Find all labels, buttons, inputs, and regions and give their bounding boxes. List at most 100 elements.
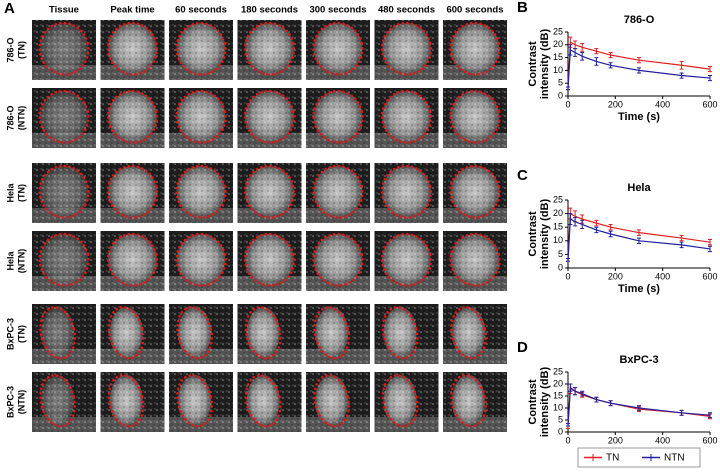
y-tick-label: 20 — [553, 208, 563, 218]
y-tick-label: 5 — [558, 78, 563, 88]
roi-outline — [39, 306, 77, 360]
x-tick-label: 400 — [655, 435, 670, 445]
error-bar — [608, 62, 613, 69]
speckle — [237, 88, 302, 148]
speckle — [374, 372, 439, 432]
x-tick-label: 200 — [608, 271, 623, 281]
speckle — [100, 372, 165, 432]
speckle — [32, 231, 96, 291]
error-bar — [580, 219, 585, 230]
roi-outline — [175, 232, 227, 287]
row-label: (TN) — [16, 41, 26, 59]
roi-outline — [313, 306, 351, 360]
roi-outline — [175, 164, 227, 219]
ultrasound-image — [237, 231, 302, 291]
error-bar — [580, 390, 585, 397]
speckle — [237, 163, 302, 223]
error-bar — [708, 245, 712, 253]
roi-outline — [107, 306, 145, 360]
ultrasound-image — [237, 372, 302, 432]
roi-outline — [106, 89, 159, 144]
ultrasound-image — [169, 20, 233, 80]
ultrasound-image — [32, 163, 96, 223]
ultrasound-image — [306, 20, 370, 80]
x-axis-label: Time (s) — [618, 111, 660, 123]
ultrasound-image — [100, 304, 165, 364]
speckle — [374, 88, 439, 148]
row-label: BxPC-3 — [5, 386, 15, 418]
ultrasound-image — [32, 88, 96, 148]
speckle — [32, 372, 96, 432]
column-header: 480 seconds — [378, 5, 435, 16]
roi-outline — [450, 374, 488, 428]
speckle — [443, 20, 507, 80]
y-tick-label: 10 — [553, 402, 563, 412]
roi-outline — [312, 164, 364, 219]
roi-outline — [176, 306, 214, 360]
ultrasound-image — [237, 88, 302, 148]
ultrasound-image — [374, 372, 439, 432]
ultrasound-image — [100, 372, 165, 432]
y-axis-label: Contrast — [527, 379, 539, 425]
y-tick-label: 10 — [553, 235, 563, 245]
x-tick-label: 400 — [655, 99, 670, 109]
error-bar — [679, 409, 684, 416]
y-tick-label: 15 — [553, 222, 563, 232]
speckle — [306, 20, 370, 80]
roi-outline — [449, 21, 501, 76]
x-tick-label: 600 — [702, 99, 717, 109]
error-bar — [637, 405, 641, 411]
ultrasound-image — [306, 304, 370, 364]
error-bar — [637, 229, 641, 236]
speckle — [169, 163, 233, 223]
speckle — [443, 372, 507, 432]
roi-outline — [244, 306, 282, 360]
roi-outline — [313, 374, 351, 428]
error-bar — [608, 51, 613, 59]
x-tick-label: 0 — [565, 435, 570, 445]
speckle — [169, 304, 233, 364]
roi-outline — [312, 89, 364, 144]
legend-label: TN — [606, 453, 619, 464]
y-tick-label: 5 — [558, 414, 563, 424]
x-tick-label: 600 — [702, 435, 717, 445]
roi-outline — [175, 89, 227, 144]
chart-title: Hela — [627, 182, 651, 194]
speckle — [237, 372, 302, 432]
roi-outline — [243, 232, 296, 287]
speckle — [32, 20, 96, 80]
y-axis-label: Contrast — [527, 211, 539, 257]
panel-letter: A — [4, 0, 15, 17]
speckle — [374, 163, 439, 223]
speckle — [237, 304, 302, 364]
roi-outline — [243, 21, 296, 76]
error-bar — [566, 257, 570, 262]
error-bar — [608, 223, 613, 231]
row-label: 786-O — [5, 37, 15, 62]
ultrasound-image — [237, 20, 302, 80]
ultrasound-image — [32, 20, 96, 80]
roi-outline — [449, 89, 501, 144]
column-header: 180 seconds — [241, 5, 298, 16]
speckle — [169, 231, 233, 291]
ultrasound-image — [100, 20, 165, 80]
speckle — [306, 304, 370, 364]
error-bar — [708, 412, 712, 419]
ultrasound-image — [306, 231, 370, 291]
y-tick-label: 5 — [558, 249, 563, 259]
roi-outline — [381, 306, 419, 360]
ultrasound-image — [32, 231, 96, 291]
speckle — [443, 88, 507, 148]
error-bar — [594, 57, 599, 66]
legend-box — [577, 447, 701, 468]
y-tick-label: 20 — [553, 39, 563, 49]
row-label: Hela — [5, 183, 15, 203]
roi-outline — [106, 21, 159, 76]
roi-outline — [175, 21, 227, 76]
ultrasound-image — [169, 304, 233, 364]
error-bar — [637, 57, 641, 64]
speckle — [237, 231, 302, 291]
error-bar — [594, 219, 599, 227]
